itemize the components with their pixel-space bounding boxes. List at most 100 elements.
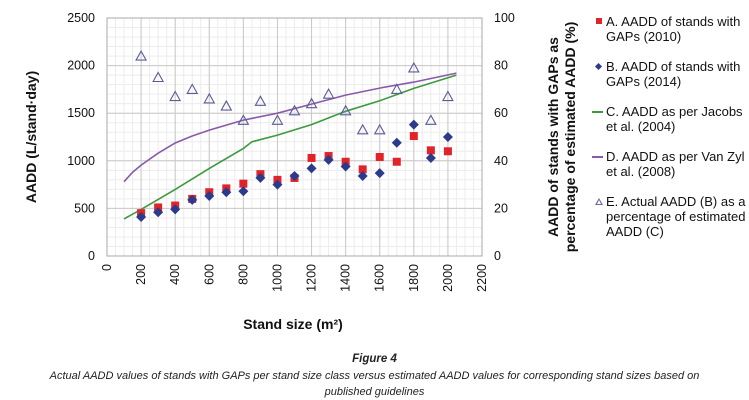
x-tick-label: 1800 (407, 264, 421, 292)
point-a (358, 165, 367, 174)
point-a (409, 132, 418, 141)
point-e (288, 104, 301, 116)
triangle-icon (595, 198, 603, 205)
point-b (323, 154, 334, 165)
point-a (239, 179, 248, 188)
point-b (289, 171, 300, 182)
y-tick-label: 500 (74, 201, 95, 215)
legend-item-a: A. AADD of stands with GAPs (2010) (594, 14, 749, 44)
point-e (339, 104, 352, 116)
chart: 0 500 1000 1500 2000 2500 0 20 40 60 80 100 0 200 40… (23, 11, 578, 332)
x-tick-label: 0 (100, 264, 114, 271)
legend-item-d: D. AADD as per Van Zyl et al. (2008) (592, 149, 749, 179)
point-b (170, 204, 181, 215)
point-e (390, 83, 403, 94)
x-tick-label: 2000 (441, 264, 455, 292)
legend-item-e: E. Actual AADD (B) as a percentage of es… (594, 194, 749, 239)
y2-tick-label: 40 (494, 154, 508, 168)
x-tick-label: 1000 (270, 264, 284, 292)
diamond-icon (594, 62, 603, 71)
point-b (187, 194, 198, 205)
point-a (307, 153, 316, 162)
point-b (221, 187, 232, 198)
x-axis-ticks: 0 200 400 600 800 1000 1200 1400 1600 1800 2000 220… (100, 264, 489, 292)
point-e (169, 90, 182, 102)
legend-item-b: B. AADD of stands with GAPs (2014) (594, 59, 749, 89)
point-b (238, 186, 249, 197)
line-icon (592, 111, 603, 113)
legend-label: A. AADD of stands with GAPs (2010) (606, 14, 741, 44)
grid (106, 17, 483, 257)
point-e (441, 90, 454, 102)
point-e (135, 49, 148, 61)
y-axis-ticks: 0 500 1000 1500 2000 2500 (67, 11, 95, 263)
point-b (136, 211, 147, 222)
point-a (426, 146, 435, 155)
square-icon (596, 18, 602, 24)
x-axis-title: Stand size (m²) (243, 316, 343, 332)
point-e (254, 95, 267, 106)
series-lines (123, 72, 457, 220)
point-b (357, 171, 368, 182)
x-tick-label: 1600 (373, 264, 387, 292)
figure-label: Figure 4 (352, 353, 397, 365)
x-tick-label: 1200 (305, 264, 319, 292)
point-a (375, 152, 384, 161)
point-e (152, 71, 165, 83)
x-tick-label: 600 (202, 264, 216, 285)
x-tick-label: 400 (168, 264, 182, 285)
point-a (443, 147, 452, 156)
point-e (186, 83, 199, 94)
point-e (203, 92, 216, 104)
y2-axis-title-line2: percentage of estimated AADD (%) (562, 22, 578, 253)
legend: A. AADD of stands with GAPs (2010) B. AA… (592, 14, 749, 254)
point-b (391, 137, 402, 148)
x-tick-label: 2200 (475, 264, 489, 292)
y2-tick-label: 80 (494, 59, 508, 73)
legend-label: C. AADD as per Jacobs et al. (2004) (606, 104, 743, 134)
point-b (306, 163, 317, 174)
y-tick-label: 2000 (67, 59, 95, 73)
point-e (356, 123, 369, 135)
point-e (271, 114, 284, 125)
legend-label: D. AADD as per Van Zyl et al. (2008) (606, 149, 745, 179)
y2-tick-label: 0 (494, 249, 501, 263)
line-icon (592, 156, 603, 158)
x-tick-label: 1400 (339, 264, 353, 292)
series-points (135, 49, 454, 222)
y2-tick-label: 60 (494, 106, 508, 120)
legend-label: B. AADD of stands with GAPs (2014) (606, 59, 741, 89)
y2-axis-title-line1: AADD of stands with GAPs as (545, 37, 561, 237)
point-b (374, 168, 385, 179)
point-b (442, 132, 453, 142)
x-tick-label: 200 (134, 264, 148, 285)
point-b (272, 179, 283, 190)
y2-axis-ticks: 0 20 40 60 80 100 (494, 11, 515, 263)
plot-frame (106, 17, 483, 257)
series-line-d (123, 72, 457, 183)
point-a (392, 157, 401, 166)
y-tick-label: 2500 (67, 11, 95, 25)
point-b (408, 119, 419, 130)
point-e (220, 99, 233, 111)
point-e (424, 114, 437, 125)
y-axis-title: AADD (L/stand·day) (23, 71, 39, 203)
point-b (425, 152, 436, 163)
point-b (153, 207, 164, 218)
point-b (204, 191, 215, 202)
y-tick-label: 1500 (67, 106, 95, 120)
x-tick-label: 800 (236, 264, 250, 285)
y-tick-label: 0 (88, 249, 95, 263)
point-b (255, 172, 266, 183)
point-e (237, 114, 250, 125)
point-e (305, 97, 318, 109)
figure-caption: Actual AADD values of stands with GAPs p… (49, 370, 700, 398)
point-e (322, 88, 335, 99)
series-line-c (123, 74, 457, 220)
point-e (373, 123, 386, 135)
y2-tick-label: 100 (494, 11, 515, 25)
legend-label: E. Actual AADD (B) as a percentage of es… (606, 194, 746, 239)
point-b (340, 161, 351, 172)
point-e (407, 61, 420, 73)
legend-item-c: C. AADD as per Jacobs et al. (2004) (592, 104, 749, 134)
